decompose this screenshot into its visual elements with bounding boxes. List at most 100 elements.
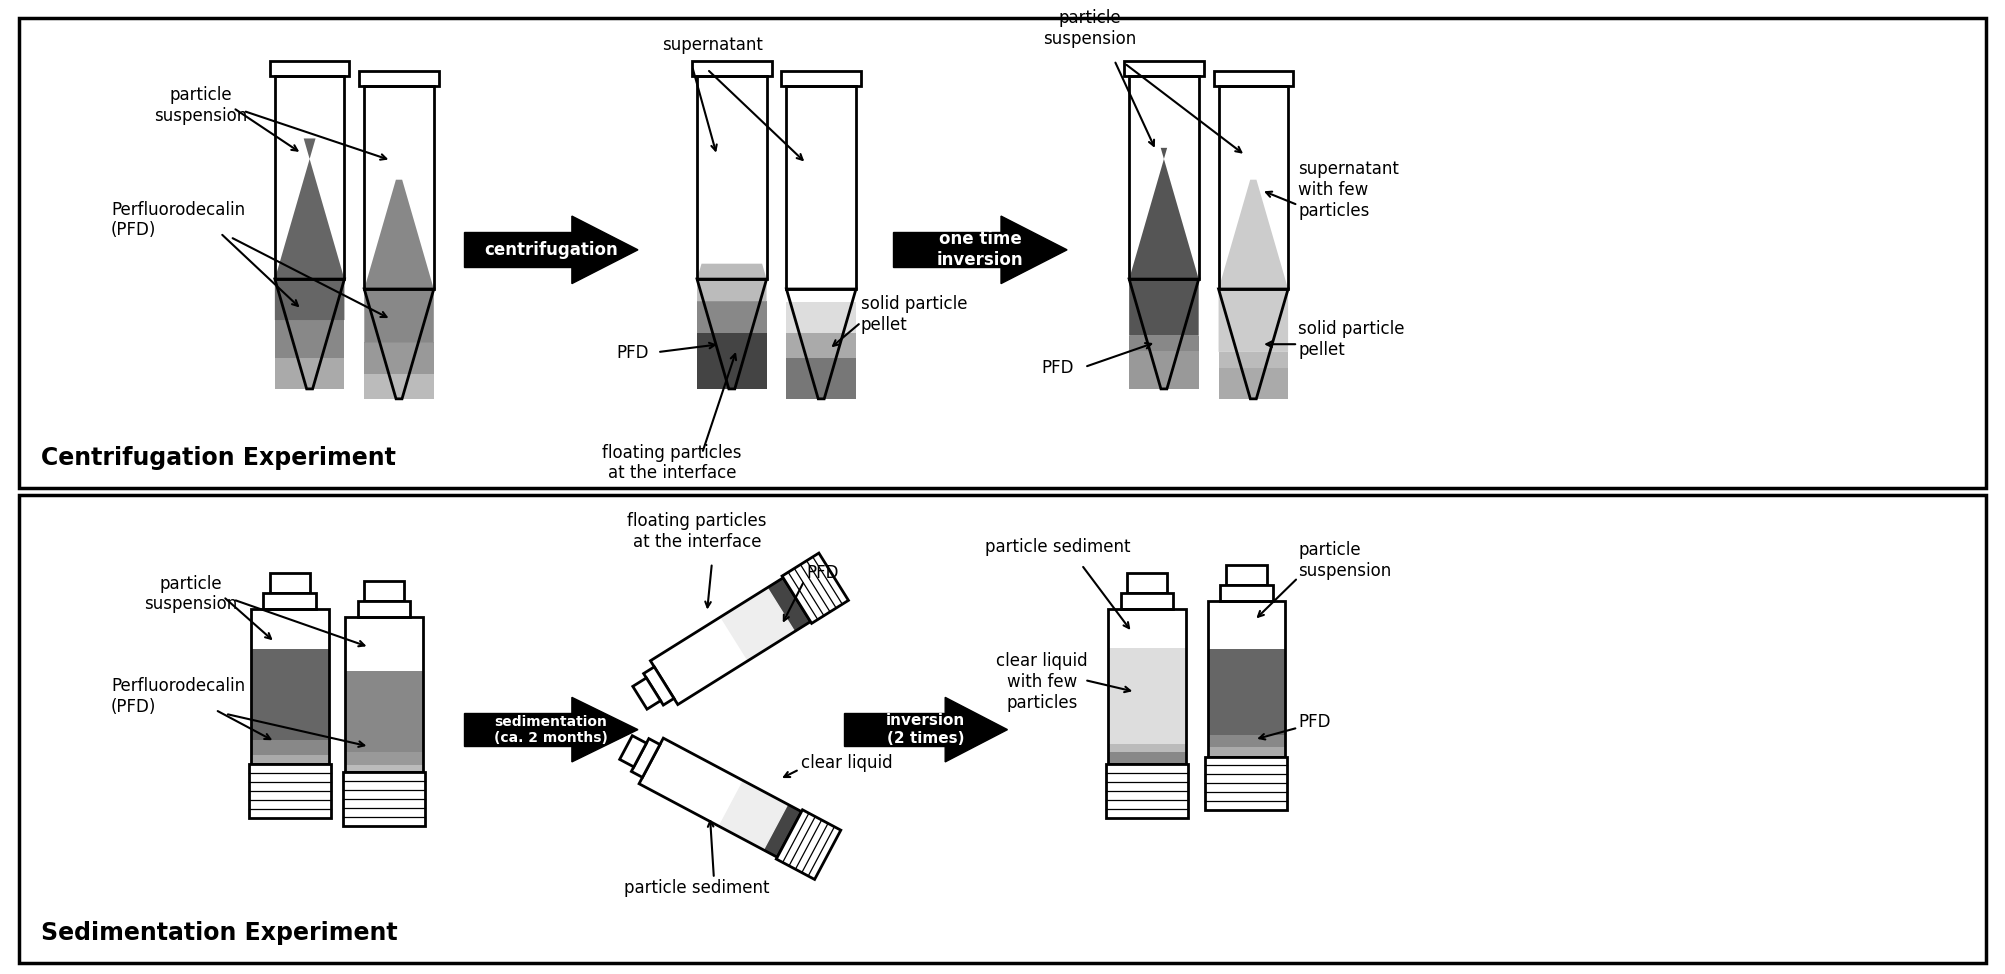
Polygon shape [786, 358, 856, 398]
Bar [1123, 61, 1203, 76]
Text: sedimentation
(ca. 2 months): sedimentation (ca. 2 months) [493, 715, 608, 745]
Polygon shape [892, 232, 1000, 268]
Text: one time
inversion: one time inversion [936, 231, 1023, 269]
Polygon shape [782, 553, 848, 623]
Polygon shape [365, 179, 433, 343]
Bar [251, 609, 329, 765]
Bar [1107, 648, 1185, 744]
Text: particle sediment: particle sediment [984, 538, 1131, 556]
Polygon shape [696, 264, 766, 301]
Polygon shape [571, 216, 638, 283]
Bar [1219, 584, 1271, 601]
Text: PFD: PFD [1041, 359, 1073, 377]
Polygon shape [365, 374, 433, 398]
Polygon shape [463, 232, 571, 268]
Bar [251, 755, 329, 765]
Polygon shape [620, 735, 646, 767]
Polygon shape [844, 713, 944, 746]
Bar [782, 71, 860, 86]
Bar [1127, 573, 1167, 593]
Polygon shape [632, 678, 660, 709]
Polygon shape [365, 343, 433, 374]
Bar [1207, 747, 1285, 757]
Bar [1107, 744, 1185, 752]
Bar [359, 71, 439, 86]
Bar [345, 617, 423, 772]
Bar [696, 76, 766, 280]
Bar [1217, 86, 1287, 289]
Text: clear liquid: clear liquid [800, 755, 892, 772]
Bar [1107, 609, 1185, 765]
Bar [249, 765, 331, 818]
Bar [692, 61, 772, 76]
Bar [1207, 601, 1285, 757]
Polygon shape [696, 332, 766, 389]
Polygon shape [1129, 352, 1199, 389]
Text: particle sediment: particle sediment [624, 879, 770, 897]
Polygon shape [644, 667, 674, 705]
Bar [263, 593, 317, 609]
Text: particle
suspension: particle suspension [1297, 542, 1391, 581]
Text: Perfluorodecalin
(PFD): Perfluorodecalin (PFD) [110, 201, 245, 240]
Bar [1129, 76, 1199, 280]
Polygon shape [1129, 336, 1199, 352]
Text: floating particles
at the interface: floating particles at the interface [628, 512, 766, 551]
Text: floating particles
at the interface: floating particles at the interface [602, 443, 742, 482]
Bar [1225, 565, 1265, 584]
Bar [343, 772, 425, 826]
Polygon shape [764, 805, 802, 857]
Polygon shape [1217, 352, 1287, 367]
Text: clear liquid
with few
particles: clear liquid with few particles [994, 653, 1087, 712]
Bar [1207, 649, 1285, 734]
Text: Perfluorodecalin
(PFD): Perfluorodecalin (PFD) [110, 678, 245, 716]
Polygon shape [1000, 216, 1067, 283]
Bar [1213, 71, 1293, 86]
Text: solid particle
pellet: solid particle pellet [1297, 319, 1404, 358]
Bar [1205, 757, 1287, 810]
Bar [1121, 593, 1173, 609]
Bar [345, 671, 423, 752]
Polygon shape [720, 781, 788, 850]
Text: supernatant: supernatant [662, 36, 762, 55]
Bar [275, 76, 345, 280]
Polygon shape [632, 738, 660, 777]
Bar [365, 86, 433, 289]
Polygon shape [1217, 179, 1287, 352]
Text: Sedimentation Experiment: Sedimentation Experiment [42, 921, 397, 945]
Bar [345, 765, 423, 772]
Bar [18, 19, 1985, 488]
Text: particle
suspension: particle suspension [154, 86, 247, 125]
Polygon shape [571, 697, 638, 762]
Polygon shape [275, 320, 345, 357]
Bar [1107, 752, 1185, 765]
Bar [269, 573, 309, 593]
Polygon shape [275, 357, 345, 389]
Text: solid particle
pellet: solid particle pellet [860, 295, 966, 334]
Text: inversion
(2 times): inversion (2 times) [886, 713, 964, 746]
Polygon shape [696, 301, 766, 332]
Bar [363, 581, 405, 601]
Text: centrifugation: centrifugation [483, 241, 618, 259]
Text: Centrifugation Experiment: Centrifugation Experiment [42, 446, 397, 470]
Bar [786, 86, 856, 289]
Text: PFD: PFD [806, 564, 838, 581]
Bar [345, 752, 423, 765]
Polygon shape [275, 138, 345, 320]
Polygon shape [720, 587, 794, 660]
Bar [1105, 765, 1187, 818]
Text: PFD: PFD [616, 344, 648, 362]
Polygon shape [786, 333, 856, 358]
Polygon shape [766, 578, 810, 631]
Bar [251, 650, 329, 739]
Bar [357, 601, 411, 617]
Polygon shape [1217, 367, 1287, 398]
Text: particle
suspension: particle suspension [1043, 10, 1135, 48]
Polygon shape [944, 697, 1007, 762]
Bar [251, 739, 329, 755]
Bar [18, 495, 1985, 963]
Bar [1207, 734, 1285, 747]
Text: PFD: PFD [1297, 713, 1329, 730]
Polygon shape [776, 809, 840, 880]
Polygon shape [463, 713, 571, 746]
Text: supernatant
with few
particles: supernatant with few particles [1297, 161, 1397, 220]
